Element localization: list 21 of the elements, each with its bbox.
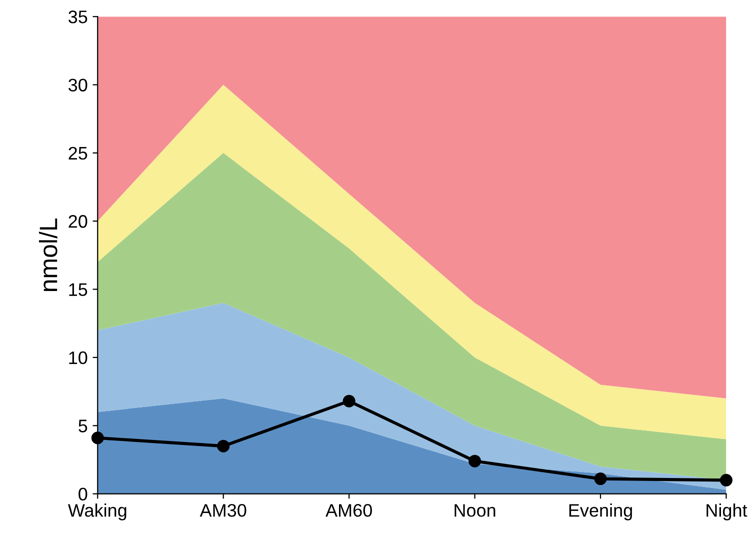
point [468,454,482,468]
y-tick-label: 25 [68,146,88,160]
x-tick-label: Noon [454,504,496,517]
point [594,472,607,486]
y-tick-label: 20 [68,215,88,228]
y-tick-label: 0 [78,488,88,501]
x-tick-label: AM60 [326,504,372,517]
y-axis-title: nmol/L [38,218,58,292]
x-tick-label: Waking [68,504,126,520]
y-tick-label: 30 [68,78,88,92]
y-tick-label: 35 [68,10,88,24]
x-tick-label: Evening [569,504,632,520]
y-tick-label: 10 [69,351,88,364]
x-tick-label: Night [706,504,748,520]
point [720,474,732,486]
point [91,432,104,444]
point [342,394,356,408]
y-tick-label: 15 [69,283,88,296]
point [217,440,230,452]
x-tick-label: AM30 [200,504,246,517]
y-tick-label: 5 [78,420,88,432]
